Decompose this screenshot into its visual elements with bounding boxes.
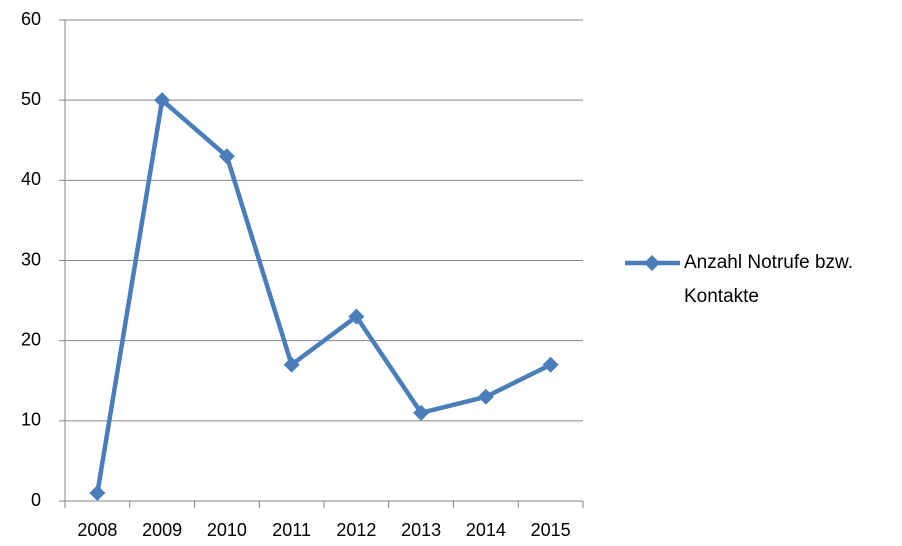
marker	[477, 388, 494, 405]
marker	[283, 356, 300, 373]
x-tick-label: 2009	[142, 520, 182, 540]
y-tick-label: 60	[21, 9, 41, 29]
legend-label: Anzahl Notrufe bzw. Kontakte	[684, 252, 853, 307]
x-tick-label: 2012	[336, 520, 376, 540]
x-tick-label: 2014	[466, 520, 506, 540]
x-tick-label: 2011	[272, 520, 311, 540]
marker	[218, 148, 235, 165]
y-tick-label: 30	[21, 249, 41, 269]
x-tick-label: 2015	[531, 520, 571, 540]
legend-marker	[644, 255, 660, 271]
x-tick-label: 2013	[401, 520, 441, 540]
marker	[413, 404, 430, 421]
x-tick-label: 2008	[77, 520, 117, 540]
y-tick-label: 50	[21, 89, 41, 109]
marker	[154, 92, 171, 109]
y-tick-label: 20	[21, 329, 41, 349]
marker	[89, 484, 106, 501]
series-line	[95, 97, 552, 494]
marker	[542, 356, 559, 373]
y-tick-label: 10	[21, 410, 41, 430]
y-tick-label: 0	[31, 490, 41, 510]
y-tick-label: 40	[21, 169, 41, 189]
x-tick-label: 2010	[207, 520, 247, 540]
marker	[348, 308, 365, 325]
